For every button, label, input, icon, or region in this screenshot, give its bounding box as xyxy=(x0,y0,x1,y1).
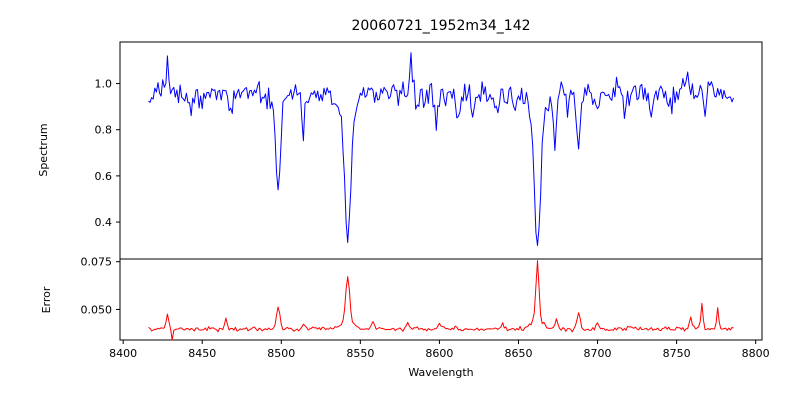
x-tick-label: 8500 xyxy=(267,347,295,360)
spectrum-y-axis-label: Spectrum xyxy=(37,123,50,176)
x-tick-label: 8650 xyxy=(504,347,532,360)
x-tick-label: 8600 xyxy=(425,347,453,360)
x-tick-label: 8700 xyxy=(584,347,612,360)
data-layer xyxy=(148,52,734,341)
error-line xyxy=(148,260,734,341)
spectrum-y-tick-label: 0.4 xyxy=(95,216,113,229)
chart-title: 20060721_1952m34_142 xyxy=(351,18,530,34)
axes-layer: 8400 8450 8500 8550 8600 8650 8700 8750 8800 0.4 0… xyxy=(81,41,770,360)
error-y-axis-label: Error xyxy=(40,286,53,313)
x-tick-label: 8750 xyxy=(663,347,691,360)
error-axes-box xyxy=(119,258,763,341)
x-tick-label: 8450 xyxy=(188,347,216,360)
spectrum-y-tick-label: 0.8 xyxy=(95,124,113,137)
spectrum-y-tick-label: 1.0 xyxy=(95,78,113,91)
x-axis-label: Wavelength xyxy=(408,366,473,379)
spectrum-y-tick-label: 0.6 xyxy=(95,170,113,183)
error-y-tick-label: 0.050 xyxy=(81,303,113,316)
x-tick-label: 8400 xyxy=(109,347,137,360)
spectrum-axes-box xyxy=(119,41,763,260)
x-tick-label: 8800 xyxy=(742,347,770,360)
error-y-tick-label: 0.075 xyxy=(81,256,113,269)
spectrum-line xyxy=(148,52,734,246)
x-tick-label: 8550 xyxy=(346,347,374,360)
